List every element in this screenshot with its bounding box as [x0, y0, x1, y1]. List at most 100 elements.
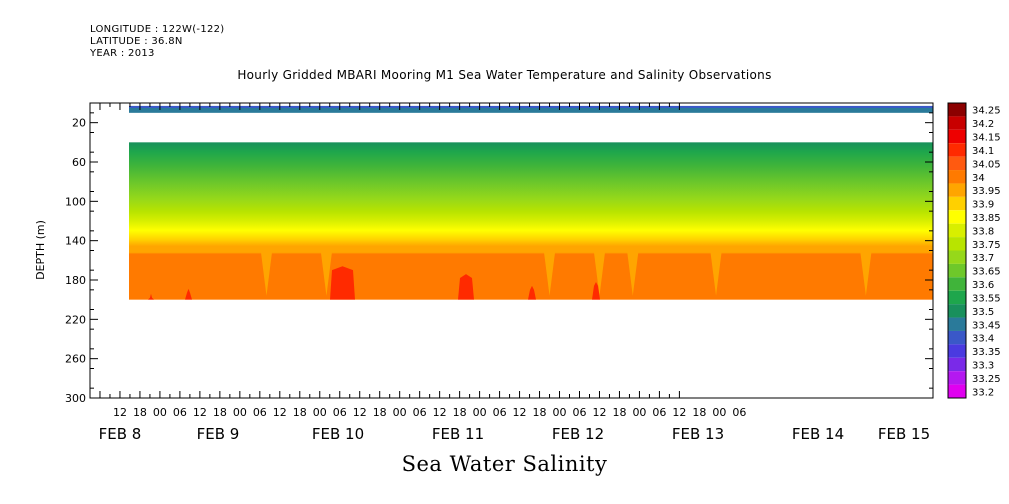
colorbar-swatch [948, 223, 966, 238]
x-hour-label: 12 [513, 406, 527, 419]
x-hour-label: 12 [592, 406, 606, 419]
x-hour-label: 06 [732, 406, 746, 419]
x-hour-label: 00 [473, 406, 487, 419]
colorbar-swatch [948, 170, 966, 184]
colorbar-swatch [948, 116, 966, 130]
variable-title: Sea Water Salinity [401, 452, 608, 476]
x-hour-label: 00 [393, 406, 407, 419]
x-hour-label: 06 [573, 406, 587, 419]
high-salinity-patch [458, 274, 474, 300]
x-day-label: FEB 10 [312, 425, 364, 443]
x-hour-label: 18 [533, 406, 547, 419]
colorbar: 34.25 34.2 34.15 34.1 34.05 34 33.95 33.9 33.85 3… [947, 102, 1001, 399]
x-hour-label: 12 [353, 406, 367, 419]
x-day-label: FEB 9 [197, 425, 240, 443]
y-tick-label: 220 [65, 313, 86, 326]
x-hour-label: 06 [333, 406, 347, 419]
x-hour-label: 18 [373, 406, 387, 419]
colorbar-label: 34.05 [972, 159, 1001, 170]
y-axis-label: DEPTH (m) [34, 220, 47, 280]
x-hour-label: 12 [113, 406, 127, 419]
colorbar-swatch [948, 371, 966, 385]
year-label: YEAR : 2013 [90, 48, 155, 59]
colorbar-label: 33.95 [972, 186, 1001, 197]
colorbar-label: 33.55 [972, 293, 1001, 304]
x-hour-label: 12 [433, 406, 447, 419]
x-hour-label: 06 [253, 406, 267, 419]
colorbar-swatch [948, 357, 966, 372]
x-hour-label: 12 [193, 406, 207, 419]
high-salinity-patch [185, 288, 192, 300]
salinity-notch [593, 248, 606, 296]
colorbar-swatch [948, 277, 966, 291]
x-hour-label: 00 [712, 406, 726, 419]
x-day-label: FEB 12 [552, 425, 604, 443]
longitude-label: LONGITUDE : 122W(-122) [90, 24, 225, 35]
salinity-notch [859, 248, 872, 296]
colorbar-swatch [948, 250, 966, 264]
y-tick-label: 180 [65, 274, 86, 287]
colorbar-swatch [948, 344, 966, 358]
colorbar-swatch [948, 330, 966, 345]
heatmap-layer [129, 105, 933, 300]
colorbar-label: 34.15 [972, 133, 1001, 144]
x-hour-label: 00 [153, 406, 167, 419]
salinity-notch [260, 248, 273, 296]
x-hour-label: 18 [692, 406, 706, 419]
colorbar-label: 34.2 [972, 119, 994, 130]
x-hour-label: 12 [273, 406, 287, 419]
x-day-label: FEB 11 [432, 425, 484, 443]
colorbar-swatch [948, 129, 966, 144]
x-day-label: FEB 15 [878, 425, 930, 443]
salinity-notch [710, 248, 723, 296]
colorbar-swatch [948, 196, 966, 211]
colorbar-frame [947, 102, 967, 399]
colorbar-label: 33.3 [972, 360, 994, 371]
high-salinity-patch [528, 285, 536, 300]
salinity-notch [320, 248, 333, 296]
colorbar-label: 33.65 [972, 267, 1001, 278]
x-hour-label: 06 [173, 406, 187, 419]
high-salinity-patch [330, 266, 355, 300]
colorbar-swatch [948, 237, 966, 251]
salinity-field [129, 142, 933, 300]
x-hour-label: 18 [133, 406, 147, 419]
colorbar-label: 33.2 [972, 387, 994, 398]
surface-band-top [129, 105, 933, 108]
y-tick-label: 260 [65, 353, 86, 366]
x-hour-label: 18 [293, 406, 307, 419]
colorbar-label: 34 [972, 173, 985, 184]
x-hour-label: 06 [652, 406, 666, 419]
colorbar-label: 33.4 [972, 334, 994, 345]
x-day-label: FEB 13 [672, 425, 724, 443]
high-salinity-patch [148, 293, 154, 300]
chart-title: Hourly Gridded MBARI Mooring M1 Sea Wate… [237, 68, 772, 82]
y-tick-label: 100 [65, 195, 86, 208]
y-tick-label: 60 [72, 156, 86, 169]
x-hour-label: 06 [493, 406, 507, 419]
x-hour-label: 00 [233, 406, 247, 419]
y-tick-label: 140 [65, 235, 86, 248]
colorbar-label: 33.25 [972, 374, 1001, 385]
colorbar-label: 33.6 [972, 280, 994, 291]
colorbar-swatch [948, 317, 966, 331]
colorbar-swatch [948, 290, 966, 305]
x-hour-label: 18 [612, 406, 626, 419]
colorbar-label: 34.25 [972, 106, 1001, 117]
x-hour-label: 18 [453, 406, 467, 419]
x-hour-label: 18 [213, 406, 227, 419]
y-tick-label: 300 [65, 392, 86, 405]
colorbar-swatch [948, 156, 966, 171]
x-day-label: FEB 14 [792, 425, 844, 443]
colorbar-label: 33.45 [972, 320, 1001, 331]
colorbar-label: 33.75 [972, 240, 1001, 251]
x-hour-label: 00 [632, 406, 646, 419]
x-day-label: FEB 8 [99, 425, 142, 443]
colorbar-swatch [948, 384, 966, 398]
colorbar-swatch [948, 304, 966, 318]
colorbar-swatch [948, 210, 966, 224]
colorbar-label: 33.7 [972, 253, 994, 264]
x-hour-label: 00 [313, 406, 327, 419]
colorbar-label: 33.9 [972, 200, 994, 211]
